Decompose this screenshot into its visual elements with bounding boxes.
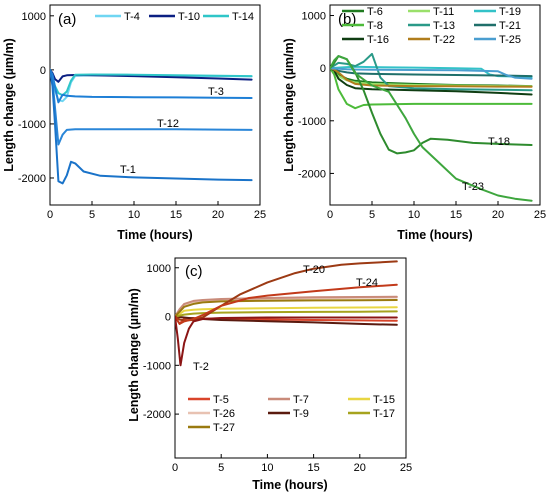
series-annotation: T-1	[120, 164, 136, 176]
x-tick-label: 5	[218, 462, 224, 474]
series-annotation: T-18	[488, 136, 510, 148]
chart-panel: 0 5 10 15 20 25 -2000 -1000 0 1000 Time (hours) Len…	[282, 4, 546, 242]
series-line-t-23	[330, 55, 533, 202]
legend-label: T-27	[213, 422, 235, 434]
series-line-t-13	[330, 52, 533, 92]
x-tick-label: 0	[172, 462, 178, 474]
x-tick-label: 20	[492, 209, 504, 221]
plot-frame	[329, 4, 541, 206]
x-tick-label: 15	[170, 209, 182, 221]
series-line-t-1	[50, 68, 253, 185]
y-tick-label: 1000	[302, 11, 326, 23]
series-annotation: T-2	[193, 361, 209, 373]
x-tick-label: 20	[212, 209, 224, 221]
series-annotation: T-23	[462, 181, 484, 193]
y-tick-label: -2000	[143, 409, 171, 421]
x-tick-label: 0	[327, 209, 333, 221]
legend-label: T-4	[124, 11, 140, 23]
series-group	[175, 260, 398, 367]
x-tick-label: 10	[128, 209, 140, 221]
x-tick-label: 0	[47, 209, 53, 221]
legend-label: T-5	[213, 394, 229, 406]
series-line-t-2	[175, 315, 398, 367]
chart-panel: 0 5 10 15 20 25 -2000 -1000 0 1000 Time (hours) Len…	[127, 257, 412, 492]
y-tick-label: 1000	[147, 263, 171, 275]
series-line-t-3	[50, 68, 253, 104]
series-annotation: T-3	[208, 86, 224, 98]
series-annotation: T-24	[356, 277, 378, 289]
x-axis-label: Time (hours)	[117, 228, 192, 242]
y-tick-label: -2000	[298, 168, 326, 180]
legend-label: T-22	[433, 34, 455, 46]
series-line-t-17	[175, 310, 398, 318]
y-tick-label: 1000	[22, 11, 46, 23]
y-tick-label: -1000	[143, 360, 171, 372]
x-axis-label: Time (hours)	[252, 478, 327, 492]
series-annotation: T-20	[303, 264, 325, 276]
y-tick-label: 0	[40, 65, 46, 77]
panel-label: (c)	[185, 263, 203, 280]
plot-frame	[174, 257, 407, 459]
x-tick-label: 15	[307, 462, 319, 474]
x-tick-label: 10	[261, 462, 273, 474]
legend-label: T-6	[367, 6, 383, 18]
y-tick-label: -1000	[18, 119, 46, 131]
legend: T-5 T-7 T-15 T-26 T-9 T-17 T-27	[188, 394, 395, 434]
series-group	[50, 68, 253, 185]
legend-label: T-10	[178, 11, 200, 23]
legend-label: T-25	[499, 34, 521, 46]
x-tick-label: 25	[254, 209, 266, 221]
legend-label: T-14	[232, 11, 254, 23]
legend-label: T-19	[499, 6, 521, 18]
y-tick-label: 0	[320, 63, 326, 75]
series-line-t-24	[175, 283, 398, 325]
y-tick-label: 0	[165, 312, 171, 324]
legend-label: T-9	[293, 408, 309, 420]
legend-label: T-17	[373, 408, 395, 420]
legend-label: T-11	[433, 6, 454, 18]
plot-frame	[49, 4, 261, 206]
series-line-t-10	[50, 68, 253, 83]
legend: T-6 T-11 T-19 T-8 T-13 T-21 T-16 T-22 T-25	[342, 6, 521, 46]
x-tick-label: 5	[369, 209, 375, 221]
x-tick-label: 15	[450, 209, 462, 221]
x-tick-label: 25	[400, 462, 412, 474]
legend-label: T-15	[373, 394, 395, 406]
y-tick-label: -2000	[18, 173, 46, 185]
series-line-t-8	[330, 67, 533, 110]
x-axis-label: Time (hours)	[397, 228, 472, 242]
x-tick-label: 5	[89, 209, 95, 221]
y-tick-label: -1000	[298, 116, 326, 128]
legend-label: T-13	[433, 20, 455, 32]
series-line-t-15	[175, 306, 398, 318]
legend: T-4 T-10 T-14	[95, 11, 254, 23]
series-line-t-25	[330, 67, 533, 80]
chart-panel: 0 5 10 15 20 25 -2000 -1000 0 1000 Time (hours) Len…	[2, 4, 266, 242]
series-line-t-22	[330, 67, 533, 88]
series-line-t-7	[175, 295, 398, 318]
legend-label: T-21	[499, 20, 521, 32]
legend-label: T-26	[213, 408, 235, 420]
x-tick-label: 25	[534, 209, 546, 221]
legend-label: T-8	[367, 20, 383, 32]
y-axis-label: Length change (µm/m)	[282, 38, 296, 172]
legend-label: T-16	[367, 34, 389, 46]
y-axis-label: Length change (µm/m)	[127, 288, 141, 422]
series-line-t-27	[175, 299, 398, 318]
legend-label: T-7	[293, 394, 309, 406]
y-axis-label: Length change (µm/m)	[2, 38, 16, 172]
series-group	[330, 52, 533, 202]
x-tick-label: 10	[408, 209, 420, 221]
series-annotation: T-12	[157, 118, 179, 130]
series-line-t-12	[50, 68, 253, 146]
panel-label: (a)	[58, 11, 76, 28]
x-tick-label: 20	[354, 462, 366, 474]
